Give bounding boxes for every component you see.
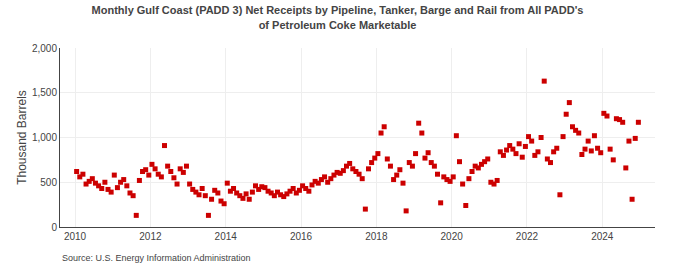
svg-text:0: 0 (51, 222, 57, 233)
svg-text:1,000: 1,000 (32, 132, 57, 143)
svg-text:Thousand Barrels: Thousand Barrels (15, 90, 29, 185)
svg-text:2014: 2014 (215, 231, 238, 242)
svg-text:Source: U.S. Energy Informatio: Source: U.S. Energy Information Administ… (62, 253, 251, 263)
svg-text:2020: 2020 (441, 231, 464, 242)
svg-text:2016: 2016 (290, 231, 313, 242)
svg-text:2024: 2024 (591, 231, 614, 242)
svg-text:1,500: 1,500 (32, 87, 57, 98)
svg-text:2,000: 2,000 (32, 43, 57, 54)
svg-text:2010: 2010 (64, 231, 87, 242)
svg-text:500: 500 (40, 177, 57, 188)
svg-text:2018: 2018 (365, 231, 388, 242)
svg-text:Monthly Gulf Coast (PADD 3) Ne: Monthly Gulf Coast (PADD 3) Net Receipts… (92, 4, 584, 30)
svg-text:2022: 2022 (516, 231, 539, 242)
svg-text:2012: 2012 (139, 231, 162, 242)
